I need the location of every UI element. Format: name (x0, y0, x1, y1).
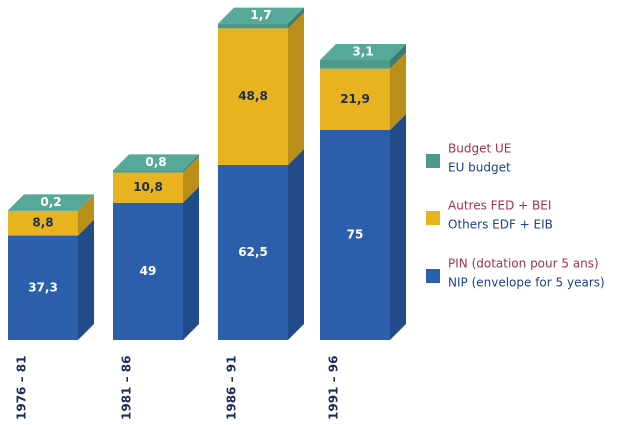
value-label: 0,8 (145, 155, 166, 169)
bar-side (390, 52, 406, 130)
legend-swatch (426, 269, 440, 283)
legend-label: EU budget (448, 161, 511, 175)
legend-label: Autres FED + BEI (448, 199, 551, 213)
bar-top (218, 7, 304, 24)
value-label: 8,8 (32, 216, 53, 230)
bar-side (288, 12, 304, 165)
x-tick-label: 1981 – 86 (120, 356, 134, 420)
bar-side (78, 194, 94, 236)
value-label: 48,8 (238, 89, 268, 103)
value-label: 37,3 (28, 280, 58, 294)
bar-side (390, 44, 406, 69)
x-tick-label: 1976 – 81 (15, 356, 29, 420)
bar-segment (218, 23, 288, 29)
bar-segment (113, 202, 183, 340)
bar-top (320, 44, 406, 60)
value-label: 0,2 (40, 195, 61, 209)
value-label: 49 (140, 264, 157, 278)
bar-top (113, 154, 199, 171)
x-tick-label: 1991 – 96 (327, 356, 341, 420)
value-label: 1,7 (250, 8, 271, 22)
bar-segment (8, 210, 78, 236)
value-label: 10,8 (133, 180, 163, 194)
value-label: 3,1 (352, 45, 373, 59)
bar-top (8, 194, 94, 211)
bar-side (288, 7, 304, 29)
bar-side (288, 149, 304, 340)
bar-side (78, 219, 94, 340)
bar-side (78, 194, 94, 211)
x-tick-label: 1986 – 91 (225, 356, 239, 420)
legend-label: PIN (dotation pour 5 ans) (448, 257, 599, 271)
value-label: 75 (347, 228, 364, 242)
bar-segment (320, 60, 390, 69)
bar-segment (8, 235, 78, 340)
bar-segment (320, 130, 390, 340)
legend-label: Others EDF + EIB (448, 218, 553, 232)
legend-label: NIP (envelope for 5 years) (448, 276, 605, 290)
bar-segment (218, 28, 288, 165)
value-label: 21,9 (340, 92, 370, 106)
value-label: 62,5 (238, 245, 268, 259)
legend-label: Budget UE (448, 142, 511, 156)
bar-side (183, 156, 199, 203)
bar-segment (113, 170, 183, 173)
bar-segment (320, 68, 390, 130)
bar-segment (218, 165, 288, 340)
bar-side (183, 186, 199, 340)
legend-swatch (426, 154, 440, 168)
bar-side (183, 154, 199, 173)
bar-segment (8, 210, 78, 211)
bar-side (390, 114, 406, 340)
legend-swatch (426, 211, 440, 225)
bar-segment (113, 172, 183, 203)
